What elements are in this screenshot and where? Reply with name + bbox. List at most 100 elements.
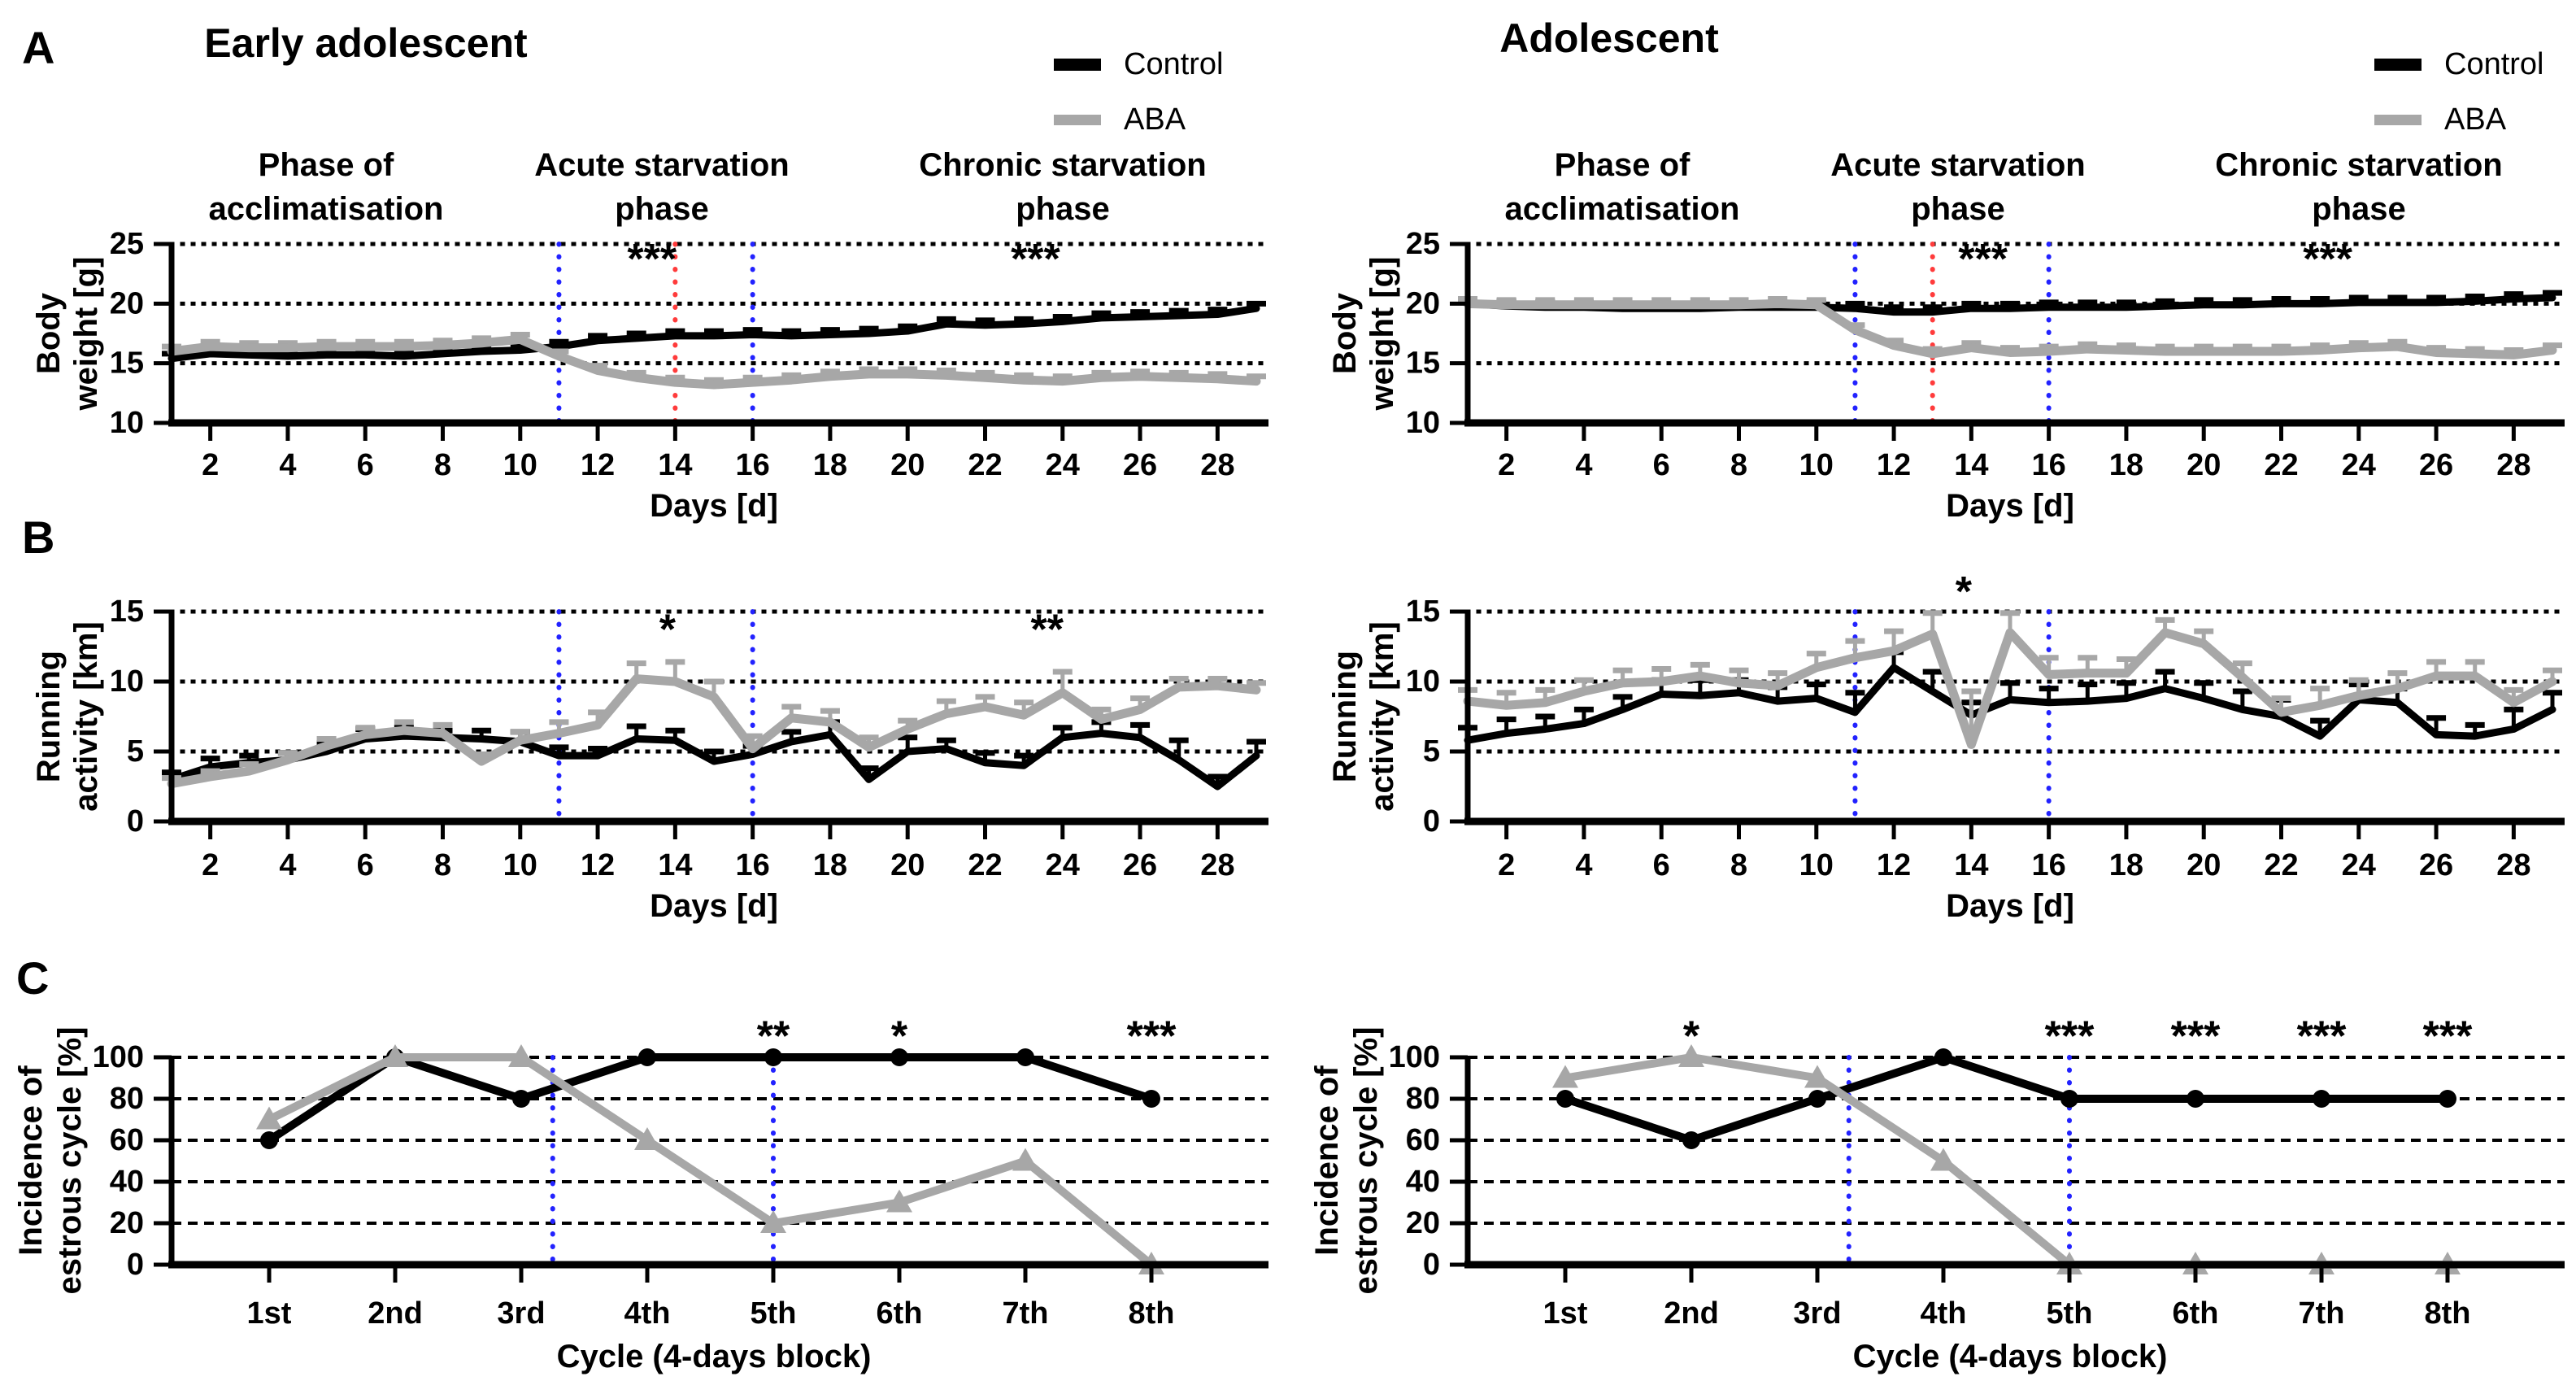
x-tick-label: 8 [1730, 448, 1747, 482]
x-tick-label: 5th [751, 1296, 797, 1331]
x-tick-label: 12 [581, 848, 615, 882]
x-tick-label: 6 [357, 848, 374, 882]
y-tick-label: 10 [1406, 406, 1440, 440]
x-tick-label: 16 [736, 448, 770, 482]
y-axis-title: Body [1327, 292, 1363, 374]
x-tick-label: 2 [202, 448, 219, 482]
phase-label-line2: phase [1911, 191, 2005, 227]
x-tick-label: 5th [2047, 1296, 2093, 1331]
significance-stars: *** [2297, 1013, 2347, 1061]
data-point-circle [764, 1048, 782, 1066]
x-tick-label: 20 [2187, 448, 2221, 482]
y-tick-label: 20 [110, 286, 144, 320]
y-tick-label: 20 [1406, 1206, 1440, 1240]
x-tick-label: 14 [658, 448, 692, 482]
legend-adolescent: Control ABA [2374, 46, 2544, 156]
x-tick-label: 24 [1046, 848, 1080, 882]
y-tick-label: 25 [110, 227, 144, 261]
x-tick-label: 4 [279, 848, 296, 882]
x-tick-label: 10 [503, 448, 537, 482]
x-tick-label: 28 [2496, 448, 2530, 482]
data-point-circle [638, 1048, 656, 1066]
legend-early-adolescent: Control ABA [1054, 46, 1224, 156]
control-line-swatch [2374, 58, 2422, 71]
data-point-circle [1016, 1048, 1034, 1066]
phase-label-line2: phase [2312, 191, 2406, 227]
x-tick-label: 20 [890, 448, 925, 482]
y-tick-label: 20 [1406, 286, 1440, 320]
x-tick-label: 16 [736, 848, 770, 882]
data-point-circle [2313, 1090, 2330, 1108]
data-point-triangle [1012, 1148, 1038, 1171]
phase-label-chronic-starvation: Chronic starvation phase [2147, 143, 2570, 231]
y-tick-label: 15 [1406, 346, 1440, 381]
y-axis-title: Running [1327, 651, 1363, 782]
legend-item-control: Control [2374, 46, 2544, 83]
x-tick-label: 22 [968, 848, 1002, 882]
x-tick-label: 14 [1954, 848, 1988, 882]
phase-label-line2: phase [1016, 191, 1110, 227]
series-line-aba [1463, 298, 2557, 359]
x-tick-label: 26 [1123, 448, 1157, 482]
significance-stars: *** [2171, 1013, 2221, 1061]
column-title-adolescent: Adolescent [1499, 15, 1719, 61]
data-point-circle [1682, 1131, 1700, 1149]
significance-stars: *** [1958, 236, 2008, 283]
x-tick-label: 7th [1003, 1296, 1049, 1331]
data-point-triangle [760, 1210, 786, 1233]
legend-label-aba: ABA [1124, 102, 1186, 137]
x-tick-label: 12 [1877, 448, 1911, 482]
series-line-aba [265, 1053, 1155, 1269]
x-tick-label: 18 [813, 848, 847, 882]
significance-stars: * [891, 1013, 908, 1061]
significance-stars: * [659, 606, 677, 653]
significance-stars: *** [1127, 1013, 1177, 1061]
x-tick-label: 20 [2187, 848, 2221, 882]
series-line-control [265, 1053, 1155, 1144]
data-point-circle [890, 1048, 908, 1066]
aba-line-swatch [2374, 114, 2422, 125]
phase-label-line1: Acute starvation [534, 147, 790, 183]
phase-label-acclimatisation: Phase of acclimatisation [115, 143, 537, 231]
y-tick-label: 15 [110, 346, 144, 381]
y-tick-label: 10 [1406, 664, 1440, 699]
x-tick-label: 8th [2425, 1296, 2471, 1331]
x-axis-title: Days [d] [1946, 888, 2074, 924]
data-point-circle [1808, 1090, 1826, 1108]
series-control [1556, 1048, 2456, 1149]
legend-item-control: Control [1054, 46, 1224, 83]
y-tick-label: 5 [127, 734, 144, 769]
legend-label-aba: ABA [2444, 102, 2507, 137]
y-axis-title: Incidence of [13, 1065, 49, 1256]
x-tick-label: 10 [1799, 848, 1834, 882]
phase-label-line1: Acute starvation [1830, 147, 2086, 183]
data-point-circle [260, 1131, 278, 1149]
x-tick-label: 4 [1575, 848, 1592, 882]
data-point-triangle [1930, 1148, 1956, 1171]
y-tick-label: 5 [1423, 734, 1440, 769]
x-tick-label: 4th [1921, 1296, 1967, 1331]
x-tick-label: 1st [247, 1296, 292, 1331]
x-tick-label: 26 [2419, 448, 2453, 482]
series-aba [1458, 610, 2562, 749]
x-tick-label: 14 [658, 848, 692, 882]
series-aba [1458, 295, 2562, 359]
series-control [260, 1048, 1160, 1149]
x-tick-label: 4 [1575, 448, 1592, 482]
x-tick-label: 8 [434, 848, 451, 882]
column-title-early-adolescent: Early adolescent [204, 20, 528, 66]
data-point-triangle [382, 1044, 408, 1067]
x-tick-label: 14 [1954, 448, 1988, 482]
significance-stars: * [1956, 568, 1973, 616]
data-point-triangle [1552, 1065, 1578, 1088]
series-line-aba [1561, 1053, 2452, 1269]
x-tick-label: 16 [2032, 448, 2066, 482]
x-tick-label: 26 [2419, 848, 2453, 882]
y-axis-title: Running [31, 651, 67, 782]
phase-label-line2: acclimatisation [1504, 191, 1740, 227]
y-tick-label: 0 [1423, 804, 1440, 839]
x-tick-label: 6th [2173, 1296, 2219, 1331]
series-control [1458, 649, 2562, 744]
